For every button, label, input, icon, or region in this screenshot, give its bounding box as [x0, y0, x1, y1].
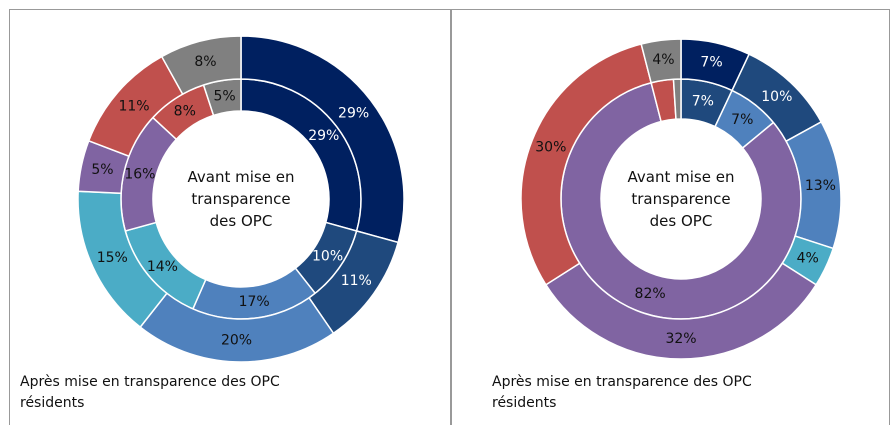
data-label: 10% [312, 249, 343, 265]
data-label: 20% [221, 332, 252, 348]
data-label: 4% [652, 52, 674, 68]
data-label: 7% [692, 93, 714, 109]
data-label: 14% [147, 259, 178, 275]
data-label: 29% [308, 128, 339, 144]
data-label: 32% [665, 331, 696, 347]
data-label: 16% [124, 166, 155, 182]
data-label: 17% [239, 294, 270, 310]
donut-segment [160, 35, 242, 96]
center-label: Avant mise en transparence des OPC [187, 168, 295, 230]
data-label: 8% [174, 104, 196, 120]
data-label: 5% [213, 88, 235, 104]
data-label: 4% [797, 251, 819, 267]
frame [9, 9, 890, 425]
data-label: 15% [97, 250, 128, 266]
data-label: 82% [635, 286, 666, 302]
data-label: 5% [91, 162, 113, 178]
data-label: 11% [341, 273, 372, 289]
outer-ring-label: Après mise en transparence des OPC résid… [492, 374, 752, 411]
data-label: 7% [700, 54, 722, 70]
data-label: 11% [118, 98, 149, 114]
outer-ring-label: Après mise en transparence des OPC résid… [20, 374, 280, 411]
center-label: Avant mise en transparence des OPC [627, 168, 735, 230]
data-label: 10% [761, 89, 792, 105]
data-label: 30% [535, 139, 566, 155]
data-label: 7% [731, 112, 753, 128]
data-label: 13% [805, 178, 836, 194]
data-label: 8% [194, 54, 216, 70]
data-label: 29% [338, 105, 369, 121]
donut-segment [640, 38, 682, 84]
